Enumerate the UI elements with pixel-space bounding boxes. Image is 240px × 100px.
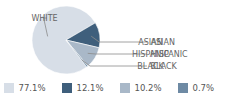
svg-text:BLACK: BLACK — [151, 62, 178, 71]
svg-text:10.2%: 10.2% — [135, 83, 162, 93]
svg-text:12.1%: 12.1% — [77, 83, 104, 93]
svg-text:0.7%: 0.7% — [193, 83, 215, 93]
svg-text:77.1%: 77.1% — [19, 83, 46, 93]
svg-text:HISPANIC: HISPANIC — [151, 50, 189, 59]
svg-text:ASIAN: ASIAN — [151, 38, 175, 47]
svg-text:WHITE: WHITE — [31, 14, 57, 23]
